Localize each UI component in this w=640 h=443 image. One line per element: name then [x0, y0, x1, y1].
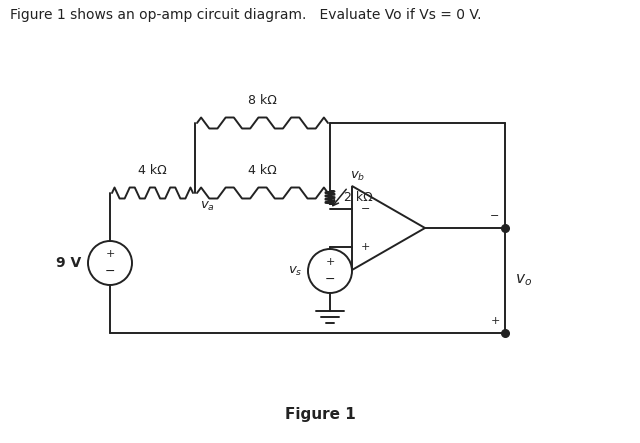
Text: $v_a$: $v_a$	[200, 200, 215, 213]
Text: −: −	[490, 211, 500, 221]
Text: 8 kΩ: 8 kΩ	[248, 94, 277, 108]
Text: 9 V: 9 V	[56, 256, 81, 270]
Text: 4 kΩ: 4 kΩ	[248, 164, 277, 178]
Text: 4 kΩ: 4 kΩ	[138, 164, 167, 178]
Text: +: +	[325, 257, 335, 267]
Text: −: −	[324, 273, 335, 286]
Text: Figure 1: Figure 1	[285, 408, 355, 423]
Text: $v_s$: $v_s$	[287, 264, 302, 278]
Text: 2 kΩ: 2 kΩ	[344, 191, 373, 204]
Text: +: +	[106, 249, 115, 259]
Text: −: −	[105, 265, 115, 278]
Text: −: −	[360, 204, 370, 214]
Text: +: +	[490, 316, 500, 326]
Text: $v_o$: $v_o$	[515, 272, 532, 288]
Text: +: +	[360, 242, 370, 252]
Text: $v_b$: $v_b$	[350, 170, 365, 183]
Text: Figure 1 shows an op-amp circuit diagram.   Evaluate Vo if Vs = 0 V.: Figure 1 shows an op-amp circuit diagram…	[10, 8, 481, 22]
